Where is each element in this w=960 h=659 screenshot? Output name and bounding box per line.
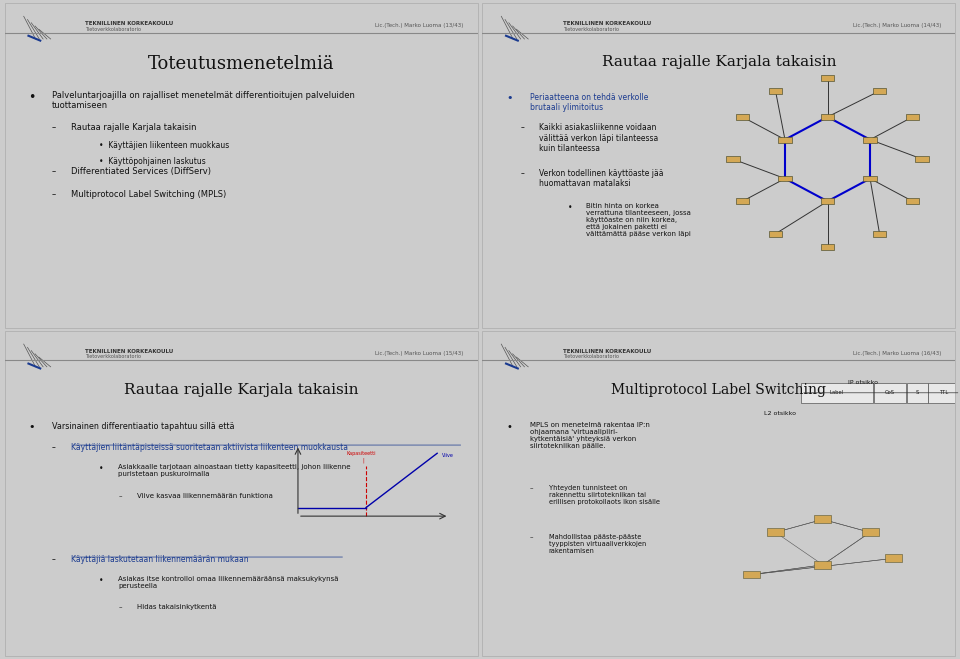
Text: –: – [52,190,57,199]
Text: Lic.(Tech.) Marko Luoma (16/43): Lic.(Tech.) Marko Luoma (16/43) [852,351,941,357]
Text: Viive: Viive [442,453,454,458]
Text: –: – [52,167,57,176]
Bar [821,114,834,120]
Bar [727,156,739,162]
Text: •: • [100,576,104,585]
Bar [779,136,792,142]
Text: –: – [52,555,56,564]
Text: Label: Label [829,390,844,395]
Text: Yhteyden tunnisteet on
rakennettu siirtotekniikan tai
erillisen protokollaots ik: Yhteyden tunnisteet on rakennettu siirto… [548,485,660,505]
Text: –: – [118,494,122,500]
Bar [767,529,784,536]
Bar [821,75,834,81]
Bar [821,244,834,250]
Text: IP otsikko: IP otsikko [849,380,878,385]
Bar [735,198,749,204]
Text: Multiprotocol Label Switching: Multiprotocol Label Switching [612,383,827,397]
Text: Tietoverkkolaboratorio: Tietoverkkolaboratorio [85,355,141,360]
Text: Mahdollistaa pääste-pääste
tyyppisten virtuaaliverkkojen
rakentamisen: Mahdollistaa pääste-pääste tyyppisten vi… [548,534,646,554]
Text: Toteutusmenetelmiä: Toteutusmenetelmiä [148,55,334,73]
Text: Asiakkaalle tarjotaan ainoastaan tietty kapasiteetti, johon liikenne
puristetaan: Asiakkaalle tarjotaan ainoastaan tietty … [118,464,350,477]
Bar [743,571,760,579]
Text: •  Käyttöpohjainen laskutus: • Käyttöpohjainen laskutus [100,158,206,167]
Bar [885,554,902,562]
Text: Tietoverkkolaboratorio: Tietoverkkolaboratorio [85,26,141,32]
Bar [814,561,831,569]
Bar [873,88,886,94]
Text: Hidas takaisinkytkentä: Hidas takaisinkytkentä [137,604,217,610]
Bar [863,176,876,181]
Bar [916,156,928,162]
Text: Rautaa rajalle Karjala takaisin: Rautaa rajalle Karjala takaisin [124,383,358,397]
Text: Multiprotocol Label Switching (MPLS): Multiprotocol Label Switching (MPLS) [71,190,227,199]
Bar [821,198,834,204]
Text: •: • [506,92,513,103]
Text: TEKNILLINEN KORKEAKOULU: TEKNILLINEN KORKEAKOULU [563,21,651,26]
Text: S: S [916,390,919,395]
Bar [861,529,878,536]
Text: •: • [506,422,512,432]
Bar [906,198,920,204]
Text: Periaatteena on tehdä verkolle
brutaali ylimitoitus: Periaatteena on tehdä verkolle brutaali … [530,92,648,112]
Bar [928,383,960,403]
Text: •: • [29,422,35,432]
Text: Varsinainen differentiaatio tapahtuu sillä että: Varsinainen differentiaatio tapahtuu sil… [52,422,234,431]
Bar [907,383,927,403]
Text: •  Käyttäjien liikenteen muokkaus: • Käyttäjien liikenteen muokkaus [100,141,229,150]
Text: Kaikki asiakasliikenne voidaan
välittää verkon läpi tilanteessa
kuin tilanteessa: Kaikki asiakasliikenne voidaan välittää … [540,123,659,153]
Bar [863,136,876,142]
Bar [875,383,906,403]
Text: Differentiated Services (DiffServ): Differentiated Services (DiffServ) [71,167,211,176]
Bar [769,231,782,237]
Text: •: • [29,91,36,104]
Text: –: – [530,485,533,492]
Text: Bitin hinta on korkea
verrattuna tilanteeseen, jossa
käyttöaste on niin korkea,
: Bitin hinta on korkea verrattuna tilante… [587,203,691,237]
Bar [814,515,831,523]
Text: Rautaa rajalle Karjala takaisin: Rautaa rajalle Karjala takaisin [602,55,836,69]
Text: Rautaa rajalle Karjala takaisin: Rautaa rajalle Karjala takaisin [71,123,197,132]
Text: •: • [100,464,104,473]
Text: Asiakas itse kontrolloi omaa liikennemääräänsä maksukykynsä
perusteella: Asiakas itse kontrolloi omaa liikennemää… [118,576,339,589]
Text: Lic.(Tech.) Marko Luoma (14/43): Lic.(Tech.) Marko Luoma (14/43) [852,24,941,28]
Text: TEKNILLINEN KORKEAKOULU: TEKNILLINEN KORKEAKOULU [563,349,651,354]
Text: Käyttäjiä laskutetaan liikennemäärän mukaan: Käyttäjiä laskutetaan liikennemäärän muk… [71,555,249,564]
Text: –: – [52,123,57,132]
Text: Käyttäjien liitäntäpisteissä suoritetaan aktiivista liikenteen muokkausta: Käyttäjien liitäntäpisteissä suoritetaan… [71,443,348,452]
Text: –: – [520,123,524,132]
Text: TEKNILLINEN KORKEAKOULU: TEKNILLINEN KORKEAKOULU [85,21,174,26]
Text: MPLS on menetelmä rakentaa IP:n
ohjaamana 'virtuaalipiiri-
kytkentäisiä' yhteyks: MPLS on menetelmä rakentaa IP:n ohjaaman… [530,422,650,449]
Text: Palveluntarjoajilla on rajalliset menetelmät differentioitujen palveluiden
tuott: Palveluntarjoajilla on rajalliset menete… [52,91,355,110]
Bar [735,114,749,120]
Text: –: – [52,443,56,452]
Bar [873,231,886,237]
Bar [769,88,782,94]
Text: Viive kasvaa liikennemäärän funktiona: Viive kasvaa liikennemäärän funktiona [137,494,273,500]
Text: –: – [118,604,122,610]
Bar [906,114,920,120]
Bar [801,383,874,403]
Text: TEKNILLINEN KORKEAKOULU: TEKNILLINEN KORKEAKOULU [85,349,174,354]
Text: Lic.(Tech.) Marko Luoma (13/43): Lic.(Tech.) Marko Luoma (13/43) [375,24,464,28]
Text: CoS: CoS [885,390,896,395]
Bar [779,176,792,181]
Text: –: – [530,534,533,540]
Text: Tietoverkkolaboratorio: Tietoverkkolaboratorio [563,355,619,360]
Text: Tietoverkkolaboratorio: Tietoverkkolaboratorio [563,26,619,32]
Text: Kapasiteetti
    |: Kapasiteetti | [347,451,376,463]
Text: L2 otsikko: L2 otsikko [764,411,796,416]
Text: Verkon todellinen käyttöaste jää
huomattavan matalaksi: Verkon todellinen käyttöaste jää huomatt… [540,169,663,188]
Text: •: • [567,203,572,212]
Text: TTL: TTL [940,390,949,395]
Text: Lic.(Tech.) Marko Luoma (15/43): Lic.(Tech.) Marko Luoma (15/43) [375,351,464,357]
Text: –: – [520,169,524,178]
